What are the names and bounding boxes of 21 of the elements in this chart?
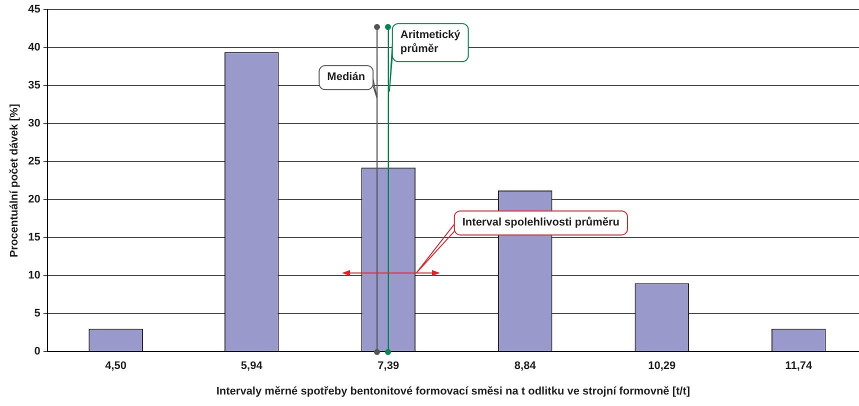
x-axis-title: Intervaly měrné spotřeby bentonitové formovací směsi na t odlitku ve strojní formovně [t/t] — [216, 385, 690, 398]
y-tick-label: 25 — [28, 156, 40, 168]
x-tick-label: 10,29 — [648, 360, 676, 372]
y-tick-label: 15 — [28, 232, 40, 244]
y-tick-label: 45 — [28, 4, 40, 16]
y-tick-label: 10 — [28, 270, 40, 282]
x-tick-label: 7,39 — [378, 360, 400, 372]
y-tick-label: 30 — [28, 118, 40, 130]
ref-line-label: Medián — [327, 71, 366, 84]
y-tick-label: 5 — [34, 308, 40, 320]
x-tick-label: 8,84 — [514, 360, 537, 372]
y-tick-label: 0 — [34, 346, 40, 358]
y-tick-label: 35 — [28, 80, 40, 92]
y-tick-label: 20 — [28, 194, 40, 206]
x-tick-label: 5,94 — [240, 360, 264, 372]
annotation: Interval spolehlivosti průměru — [462, 216, 620, 228]
ref-line-label: Aritmetický průměr — [400, 29, 462, 56]
y-axis-title: Procentuální počet dávek [%] — [8, 104, 21, 258]
x-tick-label: 11,74 — [785, 360, 813, 372]
x-tick-label: 4,50 — [105, 360, 127, 372]
y-tick-label: 40 — [28, 42, 40, 54]
